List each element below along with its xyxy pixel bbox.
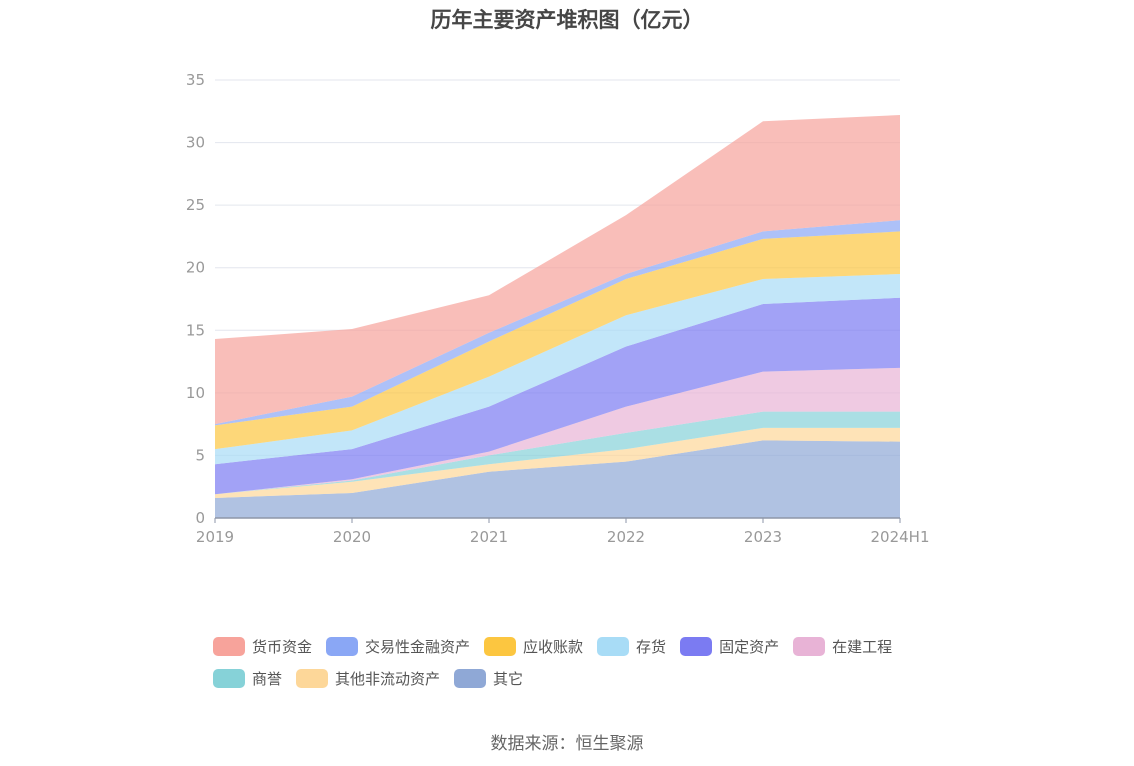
- legend-item[interactable]: 其它: [454, 668, 523, 689]
- legend-item[interactable]: 存货: [597, 636, 666, 657]
- legend-item[interactable]: 在建工程: [793, 636, 892, 657]
- x-tick-label: 2022: [607, 528, 645, 546]
- legend-swatch: [793, 636, 826, 656]
- legend-swatch: [454, 668, 487, 688]
- legend-label: 其他非流动资产: [335, 669, 441, 688]
- legend-item[interactable]: 应收账款: [484, 636, 583, 657]
- legend: 货币资金 交易性金融资产 应收账款 存货 固定资产 在建工程商誉 其他非流动资产 其它: [213, 630, 973, 694]
- x-tick-label: 2024H1: [871, 528, 930, 546]
- legend-row: 货币资金 交易性金融资产 应收账款 存货 固定资产 在建工程: [213, 630, 973, 662]
- legend-row: 商誉 其他非流动资产 其它: [213, 662, 973, 694]
- legend-item[interactable]: 交易性金融资产: [326, 636, 470, 657]
- legend-label: 存货: [636, 637, 667, 656]
- legend-item[interactable]: 固定资产: [680, 636, 779, 657]
- legend-label: 商誉: [252, 669, 283, 688]
- legend-item[interactable]: 商誉: [213, 668, 282, 689]
- legend-label: 货币资金: [252, 637, 313, 656]
- legend-item[interactable]: 货币资金: [213, 636, 312, 657]
- y-tick-label: 20: [186, 259, 205, 277]
- legend-item[interactable]: 其他非流动资产: [296, 668, 440, 689]
- area-series-3: [215, 367, 900, 495]
- area-series-8: [215, 115, 900, 425]
- y-tick-label: 30: [186, 134, 205, 152]
- chart-area: 0 5 10 15 20 25 30 35 2019 2020 2021 2022 2023 2024H1: [186, 71, 930, 546]
- legend-label: 固定资产: [719, 637, 780, 656]
- legend-swatch: [597, 636, 630, 656]
- data-source: 数据来源：恒生聚源: [490, 734, 644, 754]
- legend-swatch: [680, 636, 713, 656]
- legend-label: 其它: [493, 669, 524, 688]
- legend-swatch: [296, 668, 329, 688]
- y-tick-label: 35: [186, 71, 205, 89]
- area-series-0: [215, 440, 900, 518]
- y-tick-label: 10: [186, 384, 205, 402]
- x-tick-label: 2019: [196, 528, 234, 546]
- legend-swatch: [326, 636, 359, 656]
- legend-swatch: [213, 668, 245, 688]
- x-tick-label: 2023: [744, 528, 782, 546]
- area-series-6: [215, 231, 900, 450]
- x-tick-label: 2020: [333, 528, 371, 546]
- legend-label: 交易性金融资产: [365, 637, 471, 656]
- y-tick-label: 15: [186, 321, 205, 339]
- legend-swatch: [484, 636, 517, 656]
- area-series-2: [215, 411, 900, 495]
- axes: 0 5 10 15 20 25 30 35 2019 2020 2021 2022 2023 2024H1: [186, 71, 930, 546]
- chart-title: 历年主要资产堆积图（亿元）: [430, 8, 704, 32]
- y-tick-label: 5: [195, 446, 205, 464]
- area-series-4: [215, 297, 900, 495]
- stacked-areas: [215, 115, 900, 518]
- area-series-1: [215, 427, 900, 498]
- y-tick-label: 0: [195, 509, 205, 527]
- area-series-5: [215, 273, 900, 465]
- x-tick-label: 2021: [470, 528, 508, 546]
- y-tick-label: 25: [186, 196, 205, 214]
- legend-label: 在建工程: [832, 637, 893, 656]
- legend-label: 应收账款: [523, 637, 584, 656]
- legend-swatch: [213, 636, 245, 656]
